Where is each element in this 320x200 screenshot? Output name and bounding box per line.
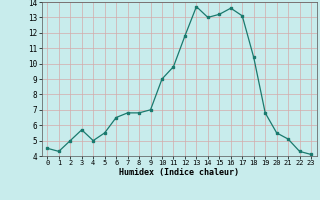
- X-axis label: Humidex (Indice chaleur): Humidex (Indice chaleur): [119, 168, 239, 177]
